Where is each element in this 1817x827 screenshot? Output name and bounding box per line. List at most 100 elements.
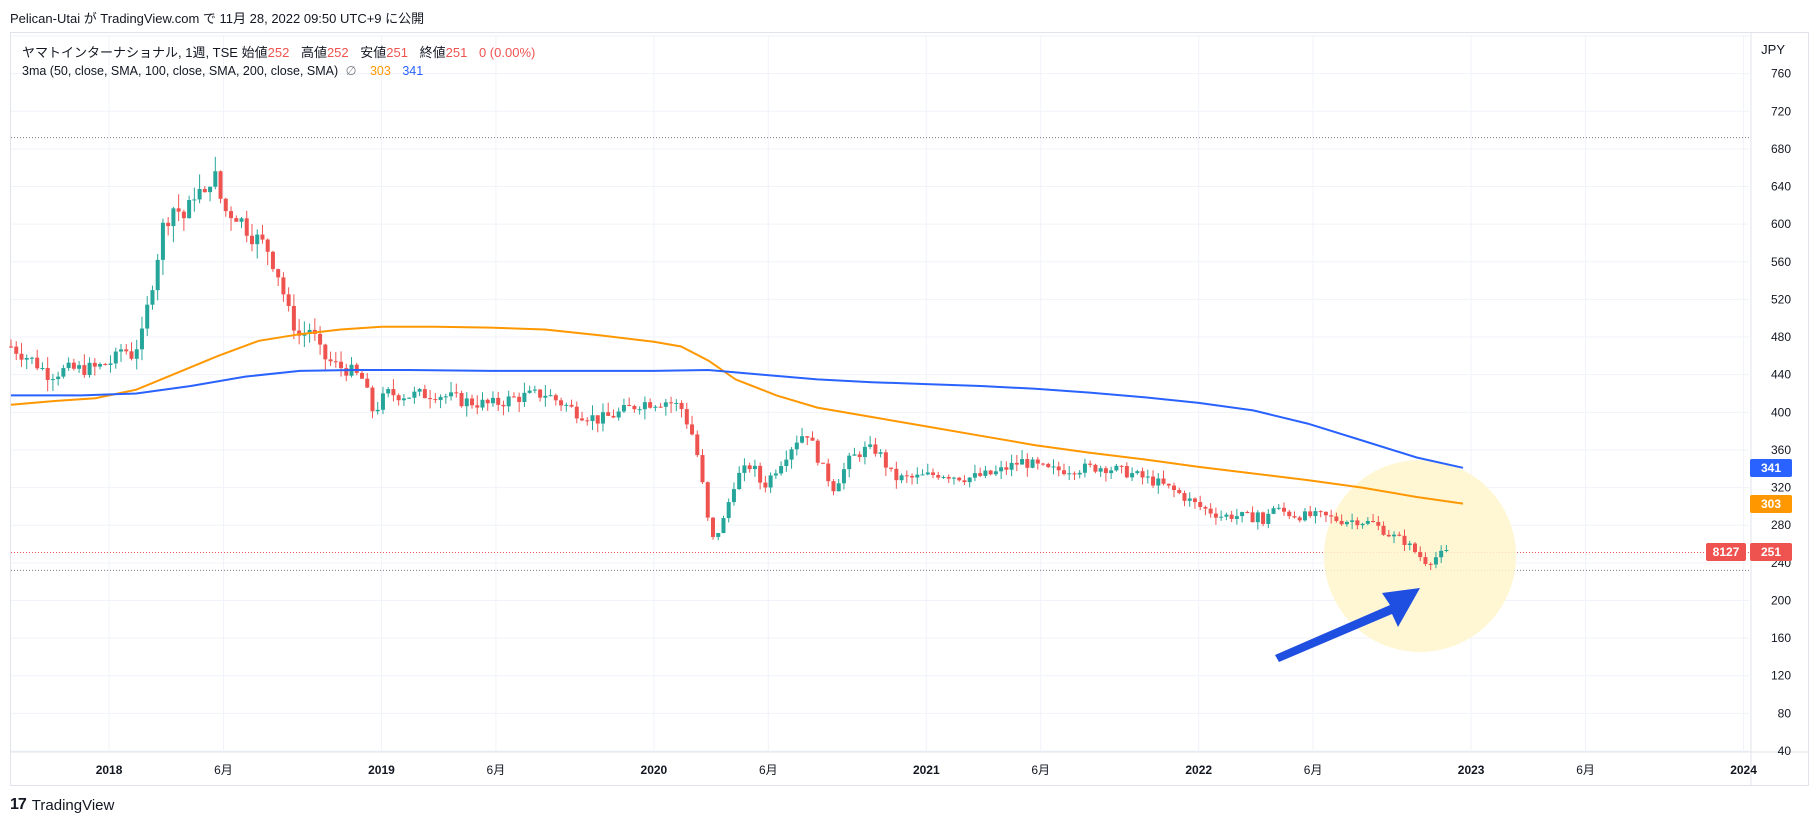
candle-body [129,351,134,359]
candle-body [1329,515,1334,517]
candle-body [988,470,993,475]
ma-line [10,325,1464,505]
candle-body [92,362,97,367]
candle-body [768,475,773,488]
ma-line [11,368,1464,469]
candle-body [412,391,417,398]
candle-body [621,405,626,412]
candle-body [276,269,281,278]
candle-body [684,409,689,425]
candle-body [139,328,144,350]
candle-body [1192,498,1197,503]
price-value-badge: 251 [1750,543,1792,562]
candle-body [999,467,1004,472]
legend-indicator-name: 3ma (50, close, SMA, 100, close, SMA, 20… [22,64,339,78]
candle-body [40,368,45,370]
candle-body [595,415,600,424]
y-tick-label: 40 [1778,744,1792,758]
candle-body [244,218,249,236]
candle-body [396,395,401,401]
candle-body [642,402,647,410]
candle-body [1046,463,1051,468]
candle-body [328,359,333,362]
candle-body [213,171,218,187]
candle-body [50,379,55,381]
candle-body [805,436,810,438]
candle-body [585,420,590,422]
candle-body [920,474,925,476]
candle-body [35,357,40,369]
candle-body [648,402,653,408]
candle-body [1318,511,1323,513]
candle-body [187,200,192,219]
candle-body [1061,470,1066,475]
candle-body [1376,521,1381,526]
candle-body [710,517,715,537]
candle-body [1098,468,1103,472]
candle-body [1093,464,1098,472]
candle-body [1397,534,1402,536]
candle-body [826,463,831,482]
y-tick-label: 680 [1771,142,1791,156]
candle-body [616,411,621,418]
legend-indicator-row[interactable]: 3ma (50, close, SMA, 100, close, SMA, 20… [22,63,423,78]
candle-body [868,444,873,447]
candle-body [721,518,726,534]
candle-body [1166,483,1171,486]
candle-body [443,396,448,398]
candle-body [653,406,658,408]
annotation-arrow [1275,588,1420,662]
candle-body [506,396,511,407]
y-tick-label: 640 [1771,180,1791,194]
candle-body [270,251,275,270]
candle-body [1025,459,1030,468]
annotation-arrow-layer [1275,588,1420,662]
candle-body [695,434,700,456]
candle-body [1151,476,1156,486]
legend-open-label: 始値 [241,45,268,60]
y-tick-label: 520 [1771,292,1791,306]
candle-body [1234,516,1239,519]
candle-body [1020,459,1025,465]
candle-body [852,454,857,456]
candle-body [386,389,391,394]
candle-body [359,372,364,379]
candle-body [1308,511,1313,517]
x-tick-label: 2024 [1730,763,1757,777]
candle-body [705,482,710,518]
legend-symbol: ヤマトインターナショナル, 1週, TSE [22,45,238,60]
tradingview-logo[interactable]: 17 TradingView [10,796,114,814]
ma200-value-badge: 341 [1750,458,1792,477]
candle-body [779,466,784,474]
candle-body [1302,511,1307,521]
candle-body [983,470,988,476]
candle-body [548,395,553,397]
candle-body [1350,520,1355,522]
candle-body [821,462,826,464]
x-tick-label: 2020 [641,763,668,777]
candle-body [737,472,742,490]
candle-body [752,465,757,470]
candles-layer [9,156,1449,571]
candle-body [1339,520,1344,525]
candle-body [1255,512,1260,523]
candle-body [433,399,438,401]
candle-body [836,483,841,492]
candle-body [1030,459,1035,468]
candle-body [98,364,103,367]
candle-body [1292,516,1297,518]
candle-body [1009,462,1014,470]
candle-body [302,333,307,336]
candle-body [1140,471,1145,478]
candle-body [333,361,338,363]
x-tick-label: 2023 [1458,763,1485,777]
candle-body [862,446,867,458]
candle-body [490,397,495,404]
y-tick-label: 760 [1771,67,1791,81]
candle-body [249,235,254,245]
candle-body [192,199,197,201]
chart-grid [11,35,1749,752]
legend-ma100-value: 303 [369,64,391,78]
candle-body [1103,468,1108,474]
